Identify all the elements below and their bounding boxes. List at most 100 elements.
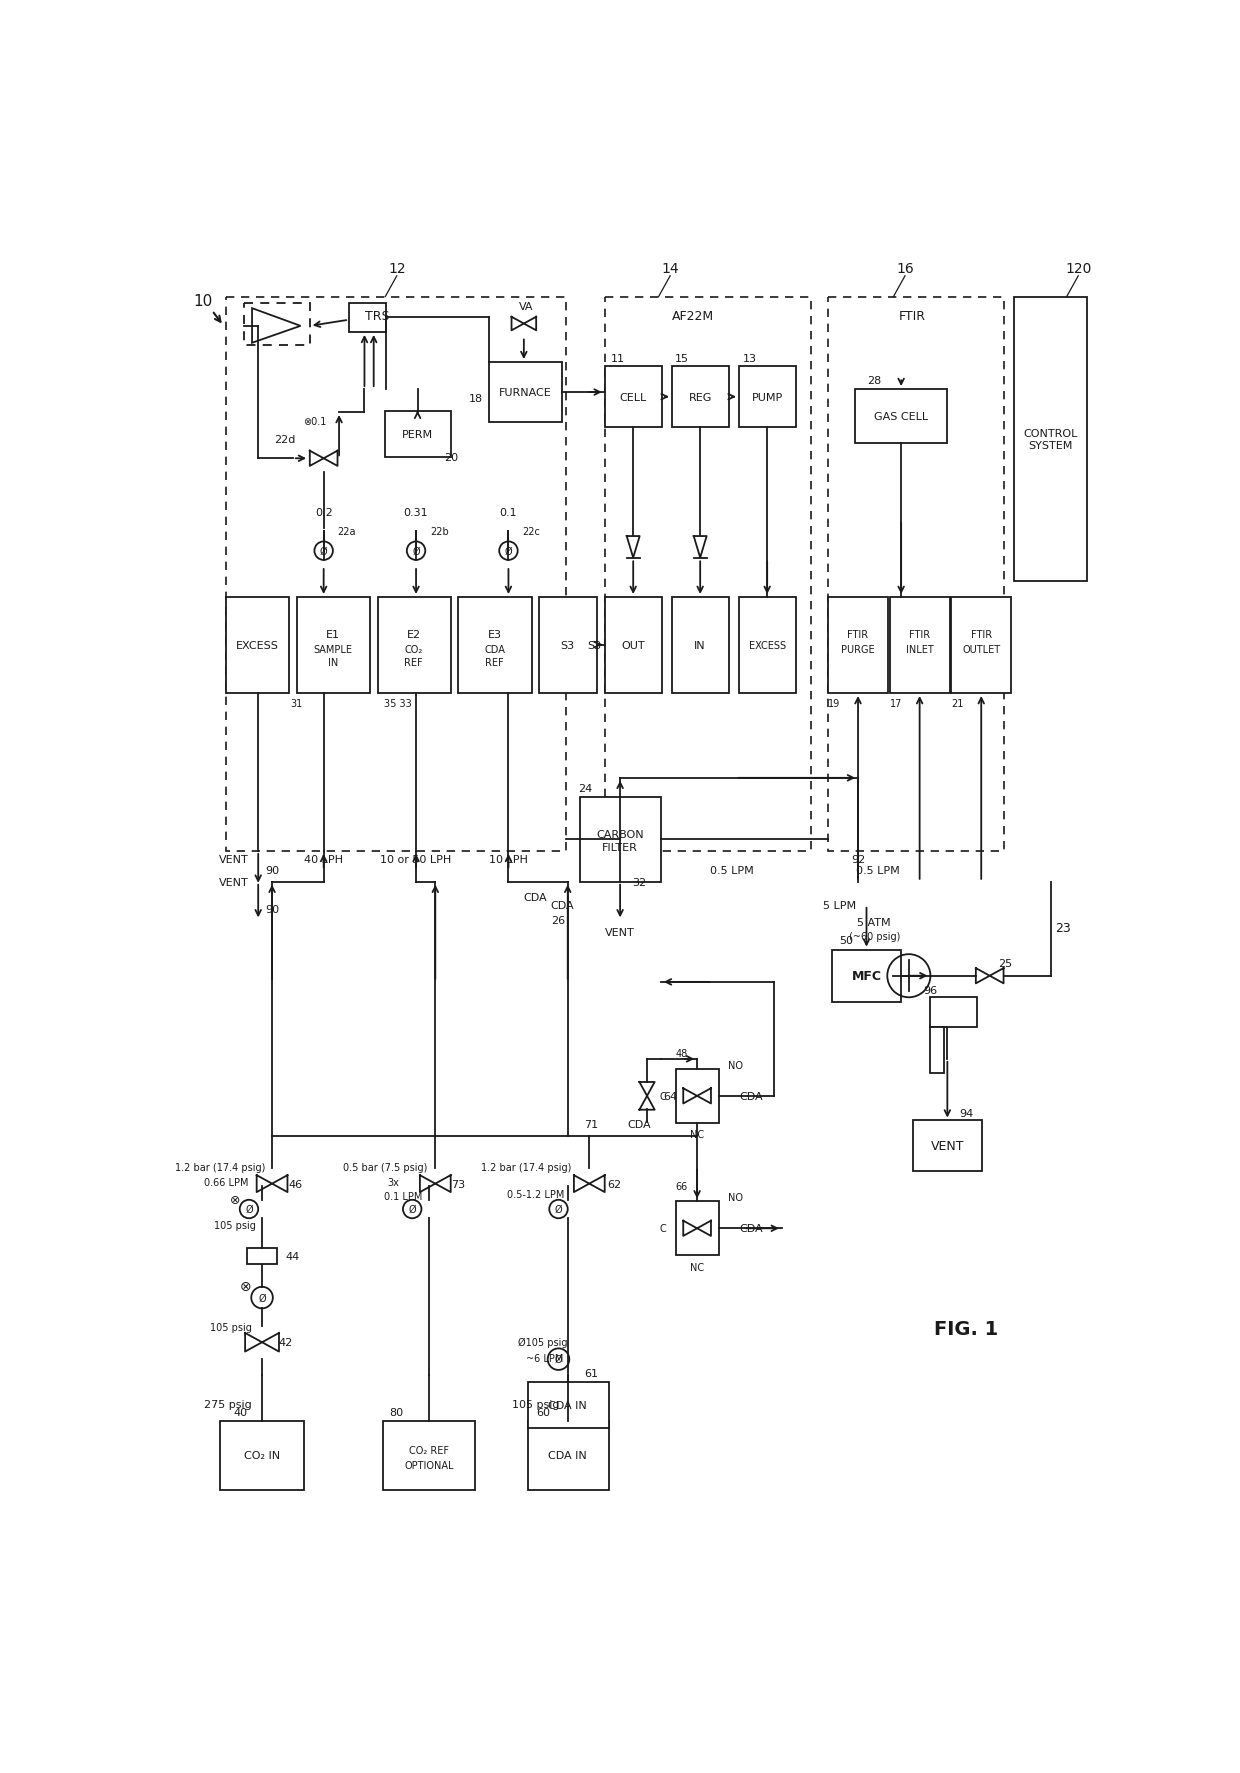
Text: E3: E3 xyxy=(487,629,502,640)
Text: 22a: 22a xyxy=(337,527,356,537)
Text: FTIR: FTIR xyxy=(899,310,926,323)
Bar xyxy=(832,950,901,1002)
Bar xyxy=(539,598,596,693)
Text: NC: NC xyxy=(689,1129,704,1140)
Text: 0.31: 0.31 xyxy=(404,507,428,518)
Text: VENT: VENT xyxy=(218,855,248,863)
Text: 12: 12 xyxy=(388,262,405,277)
Text: CDA: CDA xyxy=(739,1090,763,1101)
Polygon shape xyxy=(697,1222,711,1236)
Bar xyxy=(913,1121,982,1170)
Text: FTIR: FTIR xyxy=(971,629,992,640)
Bar xyxy=(296,598,370,693)
Text: EXCESS: EXCESS xyxy=(236,640,279,651)
Text: Ø: Ø xyxy=(408,1204,415,1215)
Text: 0.5-1.2 LPM: 0.5-1.2 LPM xyxy=(507,1190,564,1199)
Bar xyxy=(672,367,729,429)
Text: 105 psig: 105 psig xyxy=(215,1220,255,1230)
Text: 40 LPH: 40 LPH xyxy=(304,855,343,863)
Text: 96: 96 xyxy=(924,986,937,995)
Text: 5 ATM: 5 ATM xyxy=(857,917,892,927)
Text: 35 33: 35 33 xyxy=(384,699,412,709)
Bar xyxy=(605,598,662,693)
Text: REF: REF xyxy=(485,658,503,668)
Polygon shape xyxy=(512,317,523,332)
Text: ~6 LPM: ~6 LPM xyxy=(526,1353,563,1363)
Text: CELL: CELL xyxy=(620,392,647,402)
Text: 22c: 22c xyxy=(522,527,541,537)
Text: CDA IN: CDA IN xyxy=(548,1401,587,1411)
Text: 24: 24 xyxy=(578,784,593,793)
Text: VENT: VENT xyxy=(218,878,248,886)
Text: CARBON: CARBON xyxy=(596,830,644,840)
Text: 23: 23 xyxy=(1055,922,1070,934)
Text: CO₂ REF: CO₂ REF xyxy=(409,1445,449,1456)
Text: NO: NO xyxy=(728,1060,743,1071)
Bar xyxy=(226,598,289,693)
Text: 21: 21 xyxy=(951,699,963,709)
Bar xyxy=(828,598,888,693)
Text: CDA: CDA xyxy=(484,645,505,654)
Text: 18: 18 xyxy=(469,394,484,404)
Text: NO: NO xyxy=(728,1193,743,1202)
Polygon shape xyxy=(693,537,707,558)
Text: PERM: PERM xyxy=(402,429,433,440)
Bar xyxy=(490,363,563,422)
Polygon shape xyxy=(420,1175,435,1193)
Polygon shape xyxy=(640,1096,655,1110)
Polygon shape xyxy=(257,1175,272,1193)
Text: OUT: OUT xyxy=(621,640,645,651)
Text: CDA: CDA xyxy=(739,1223,763,1234)
Text: 11: 11 xyxy=(611,355,625,363)
Text: Ø: Ø xyxy=(554,1355,562,1365)
Text: 22b: 22b xyxy=(430,527,449,537)
Bar xyxy=(528,1383,609,1429)
Text: OUTLET: OUTLET xyxy=(962,645,1001,654)
Text: CO₂: CO₂ xyxy=(404,645,423,654)
Bar xyxy=(580,798,661,883)
Bar xyxy=(247,1248,278,1264)
Bar xyxy=(244,303,310,346)
Polygon shape xyxy=(589,1175,605,1193)
Text: 1.2 bar (17.4 psig): 1.2 bar (17.4 psig) xyxy=(175,1161,265,1172)
Text: 105 psig: 105 psig xyxy=(211,1323,252,1332)
Polygon shape xyxy=(523,317,536,332)
Polygon shape xyxy=(324,452,337,466)
Text: 44: 44 xyxy=(285,1252,300,1261)
Bar xyxy=(1014,298,1087,582)
Text: SAMPLE: SAMPLE xyxy=(314,645,352,654)
Text: (~60 psig): (~60 psig) xyxy=(848,931,900,941)
Bar xyxy=(672,598,729,693)
Bar xyxy=(219,1420,304,1491)
Text: VENT: VENT xyxy=(930,1138,965,1152)
Text: 50: 50 xyxy=(838,936,853,945)
Text: ⊗0.1: ⊗0.1 xyxy=(303,417,326,427)
Text: 61: 61 xyxy=(584,1369,598,1378)
Bar xyxy=(605,367,662,429)
Text: 22d: 22d xyxy=(274,434,296,445)
Polygon shape xyxy=(252,309,300,344)
Text: 275 psig: 275 psig xyxy=(203,1399,252,1410)
Polygon shape xyxy=(990,968,1003,984)
Text: C: C xyxy=(660,1090,666,1101)
Text: 105 psig: 105 psig xyxy=(512,1399,559,1410)
Text: Ø: Ø xyxy=(554,1204,562,1215)
Text: 0.66 LPM: 0.66 LPM xyxy=(203,1177,248,1188)
Text: 0.1 LPM: 0.1 LPM xyxy=(383,1191,422,1202)
Text: 0.5 LPM: 0.5 LPM xyxy=(709,865,754,876)
Text: 10 LPH: 10 LPH xyxy=(489,855,528,863)
Polygon shape xyxy=(272,1175,288,1193)
Text: 0.5 bar (7.5 psig): 0.5 bar (7.5 psig) xyxy=(343,1161,428,1172)
Text: 32: 32 xyxy=(632,878,646,886)
Text: S3: S3 xyxy=(560,640,575,651)
Bar xyxy=(739,598,796,693)
Polygon shape xyxy=(976,968,990,984)
Text: CO₂ IN: CO₂ IN xyxy=(244,1450,280,1461)
Bar xyxy=(828,298,1003,851)
Bar xyxy=(676,1069,719,1122)
Text: FTIR: FTIR xyxy=(847,629,868,640)
Text: 1.2 bar (17.4 psig): 1.2 bar (17.4 psig) xyxy=(481,1161,572,1172)
Text: REG: REG xyxy=(688,392,712,402)
Polygon shape xyxy=(310,452,324,466)
Polygon shape xyxy=(683,1222,697,1236)
